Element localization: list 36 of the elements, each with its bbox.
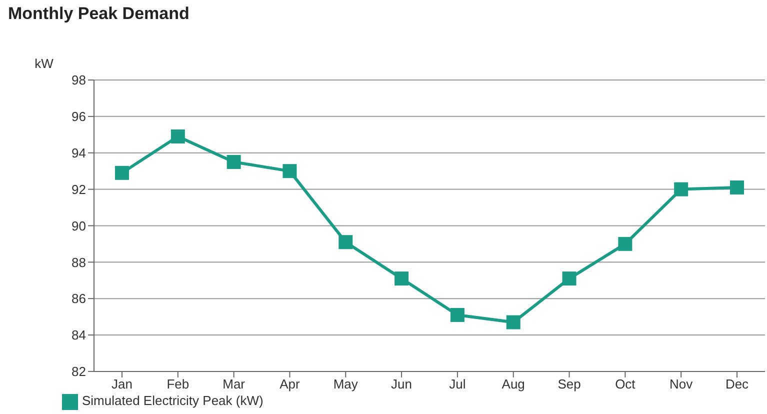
y-tick-label: 88	[72, 254, 86, 270]
y-tick-label: 86	[72, 291, 86, 306]
y-tick-label: 90	[72, 218, 86, 234]
y-tick-label: 96	[72, 109, 86, 124]
point	[506, 315, 520, 330]
x-tick-label: Jan	[112, 376, 132, 392]
legend-label: Simulated Electricity Peak (kW)	[82, 393, 264, 408]
x-tick-label: Sep	[558, 376, 581, 392]
chart-title: Monthly Peak Demand	[8, 4, 190, 24]
x-tick-label: Aug	[502, 376, 525, 392]
point	[226, 154, 241, 169]
point	[674, 182, 688, 196]
point	[562, 272, 576, 286]
y-tick-label: 98	[72, 72, 86, 88]
x-tick-label: Jul	[449, 376, 466, 392]
x-tick-label: Nov	[670, 376, 694, 392]
y-tick-label: 92	[72, 182, 86, 197]
point	[282, 164, 297, 178]
y-tick-label: 94	[72, 145, 86, 160]
x-tick-label: Apr	[280, 376, 301, 392]
x-tick-label: May	[333, 376, 358, 392]
x-tick-label: Dec	[725, 376, 750, 392]
y-axis-title: kW	[34, 56, 54, 71]
point	[618, 236, 632, 251]
y-tick-label: 82	[72, 364, 86, 380]
point	[394, 272, 409, 286]
point	[730, 180, 744, 194]
point	[338, 235, 353, 250]
x-tick-label: Feb	[166, 376, 190, 392]
point	[450, 308, 464, 322]
x-tick-label: Jun	[391, 376, 412, 392]
x-tick-label: Mar	[222, 376, 246, 392]
point	[115, 166, 129, 180]
point	[170, 129, 185, 144]
x-tick-label: Oct	[615, 376, 636, 392]
y-tick-label: 84	[72, 328, 86, 343]
